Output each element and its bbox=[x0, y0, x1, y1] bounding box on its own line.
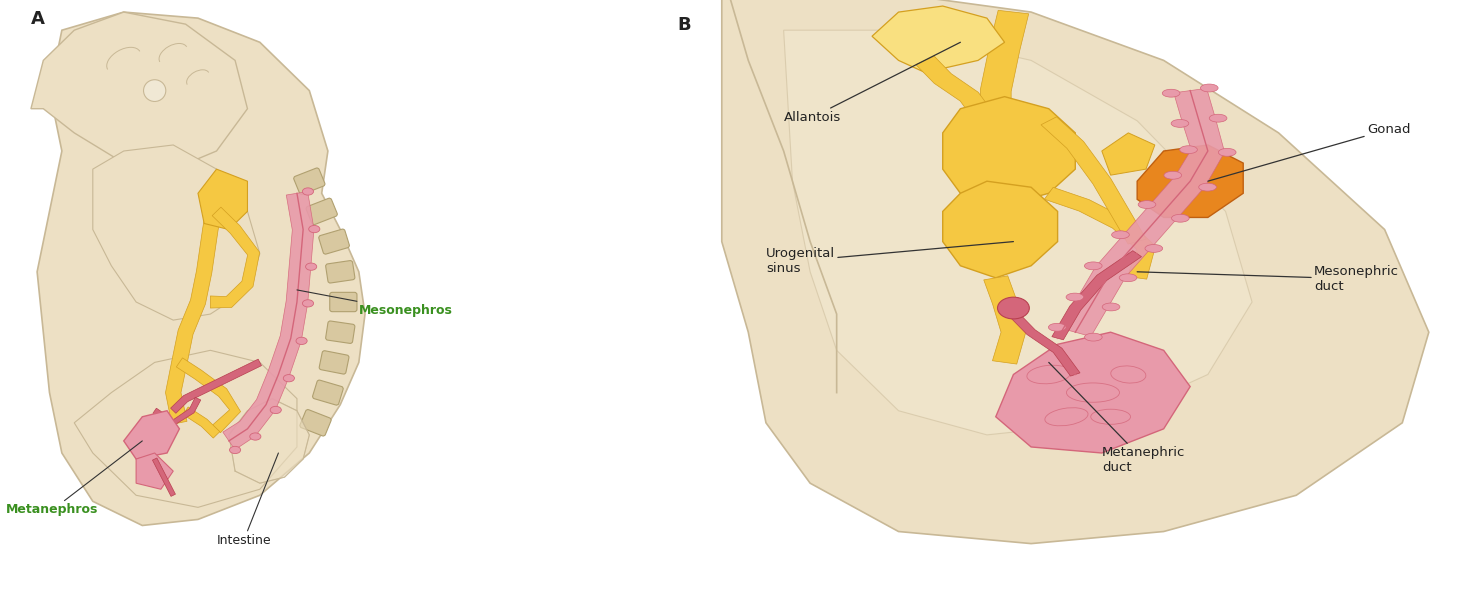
Ellipse shape bbox=[1090, 410, 1131, 424]
Circle shape bbox=[997, 297, 1030, 319]
Ellipse shape bbox=[1145, 245, 1162, 252]
Ellipse shape bbox=[1049, 323, 1066, 331]
Ellipse shape bbox=[1171, 120, 1189, 127]
Ellipse shape bbox=[1111, 366, 1146, 383]
Text: Intestine: Intestine bbox=[217, 453, 278, 547]
Polygon shape bbox=[1000, 300, 1080, 376]
Ellipse shape bbox=[230, 446, 240, 454]
Ellipse shape bbox=[1066, 293, 1084, 301]
FancyBboxPatch shape bbox=[293, 168, 326, 194]
Polygon shape bbox=[916, 56, 1015, 149]
Ellipse shape bbox=[1139, 201, 1156, 208]
Polygon shape bbox=[943, 181, 1058, 278]
Text: B: B bbox=[678, 16, 691, 34]
Ellipse shape bbox=[1027, 365, 1071, 384]
Polygon shape bbox=[152, 458, 175, 496]
Text: Urogenital
sinus: Urogenital sinus bbox=[766, 242, 1013, 275]
FancyBboxPatch shape bbox=[306, 198, 337, 225]
Polygon shape bbox=[984, 276, 1025, 364]
Polygon shape bbox=[153, 397, 200, 426]
Ellipse shape bbox=[1180, 146, 1198, 153]
Polygon shape bbox=[1102, 133, 1155, 175]
Ellipse shape bbox=[1112, 231, 1130, 239]
Polygon shape bbox=[37, 12, 365, 525]
FancyBboxPatch shape bbox=[312, 380, 343, 405]
Text: Gonad: Gonad bbox=[1208, 123, 1411, 181]
Ellipse shape bbox=[1162, 89, 1180, 97]
Ellipse shape bbox=[302, 300, 314, 307]
Ellipse shape bbox=[1218, 149, 1236, 156]
Ellipse shape bbox=[1164, 172, 1181, 179]
Polygon shape bbox=[872, 6, 1005, 72]
Polygon shape bbox=[1052, 251, 1142, 340]
Ellipse shape bbox=[1084, 262, 1102, 270]
Polygon shape bbox=[722, 0, 1429, 544]
Ellipse shape bbox=[1209, 114, 1227, 122]
Ellipse shape bbox=[1200, 84, 1218, 92]
Ellipse shape bbox=[1102, 303, 1119, 311]
Polygon shape bbox=[165, 192, 224, 424]
Polygon shape bbox=[1137, 145, 1243, 217]
Polygon shape bbox=[228, 399, 309, 483]
Text: Mesonephros: Mesonephros bbox=[298, 290, 452, 317]
Polygon shape bbox=[136, 453, 174, 489]
Ellipse shape bbox=[302, 188, 314, 195]
Ellipse shape bbox=[1119, 274, 1137, 281]
FancyBboxPatch shape bbox=[318, 229, 349, 254]
FancyBboxPatch shape bbox=[326, 321, 355, 344]
Polygon shape bbox=[93, 145, 259, 320]
Text: Metanephric
duct: Metanephric duct bbox=[1049, 362, 1186, 474]
Polygon shape bbox=[177, 358, 240, 432]
Polygon shape bbox=[124, 411, 180, 459]
Ellipse shape bbox=[250, 433, 261, 440]
Polygon shape bbox=[784, 30, 1252, 435]
Text: Mesonephric
duct: Mesonephric duct bbox=[1137, 265, 1399, 293]
Polygon shape bbox=[31, 12, 247, 169]
Ellipse shape bbox=[283, 374, 295, 382]
Polygon shape bbox=[197, 169, 247, 230]
Ellipse shape bbox=[1044, 408, 1089, 426]
Text: Metanephros: Metanephros bbox=[6, 441, 143, 516]
Polygon shape bbox=[943, 97, 1075, 205]
Polygon shape bbox=[183, 407, 219, 438]
Polygon shape bbox=[1059, 88, 1224, 336]
FancyBboxPatch shape bbox=[330, 292, 356, 312]
Polygon shape bbox=[74, 350, 298, 507]
Polygon shape bbox=[981, 10, 1028, 153]
FancyBboxPatch shape bbox=[326, 260, 355, 283]
Text: A: A bbox=[31, 10, 44, 28]
Circle shape bbox=[143, 80, 166, 101]
Ellipse shape bbox=[1199, 183, 1217, 191]
Polygon shape bbox=[211, 207, 259, 308]
Polygon shape bbox=[1041, 117, 1146, 244]
Polygon shape bbox=[222, 191, 314, 450]
Polygon shape bbox=[996, 332, 1190, 453]
Text: Allantois: Allantois bbox=[784, 42, 960, 124]
Ellipse shape bbox=[1171, 214, 1189, 222]
FancyBboxPatch shape bbox=[320, 351, 349, 374]
Ellipse shape bbox=[270, 406, 281, 414]
Ellipse shape bbox=[309, 225, 320, 233]
FancyBboxPatch shape bbox=[300, 410, 331, 436]
Ellipse shape bbox=[1066, 383, 1119, 402]
Polygon shape bbox=[171, 359, 262, 413]
Polygon shape bbox=[1044, 187, 1155, 279]
Ellipse shape bbox=[305, 263, 317, 270]
Ellipse shape bbox=[1084, 333, 1102, 341]
Ellipse shape bbox=[296, 337, 308, 344]
